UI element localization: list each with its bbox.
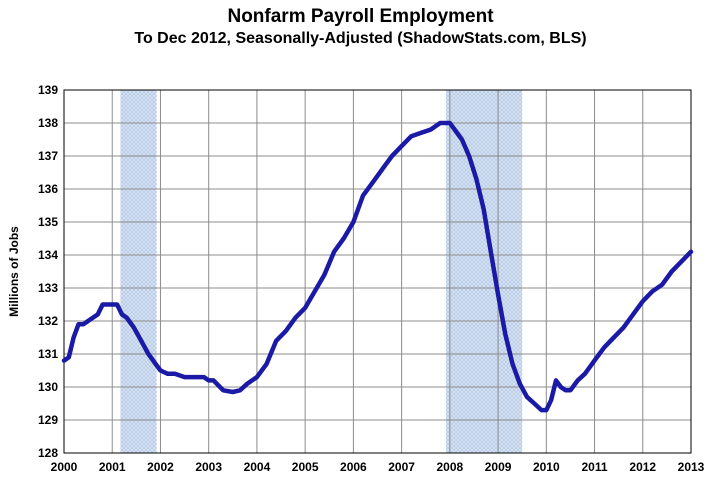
y-tick-label: 129: [38, 413, 58, 427]
x-tick-label: 2004: [244, 460, 271, 474]
y-tick-label: 133: [38, 281, 58, 295]
x-tick-label: 2013: [678, 460, 705, 474]
x-tick-label: 2001: [99, 460, 126, 474]
x-tick-label: 2006: [340, 460, 367, 474]
y-tick-label: 135: [38, 215, 58, 229]
y-tick-label: 134: [38, 248, 58, 262]
y-axis-label: Millions of Jobs: [7, 226, 21, 317]
x-tick-label: 2007: [388, 460, 415, 474]
y-tick-label: 136: [38, 182, 58, 196]
x-tick-label: 2010: [533, 460, 560, 474]
y-tick-label: 139: [38, 83, 58, 97]
x-tick-label: 2012: [629, 460, 656, 474]
x-tick-label: 2008: [436, 460, 463, 474]
y-tick-label: 128: [38, 446, 58, 460]
recession-band-1: [120, 90, 157, 453]
y-tick-label: 131: [38, 347, 58, 361]
recession-band-2: [445, 90, 523, 453]
chart-title: Nonfarm Payroll Employment: [227, 6, 494, 27]
y-tick-label: 138: [38, 116, 58, 130]
recession-shading: [120, 90, 523, 453]
y-axis: 128 129 130 131 132 133 134 135 136 137 138 139: [38, 83, 58, 460]
grid-lines: [63, 89, 692, 454]
plot-border: [63, 89, 692, 454]
y-tick-label: 132: [38, 314, 58, 328]
x-tick-label: 2003: [195, 460, 222, 474]
x-tick-label: 2000: [51, 460, 78, 474]
x-tick-label: 2009: [485, 460, 512, 474]
chart-subtitle: To Dec 2012, Seasonally-Adjusted (Shadow…: [134, 30, 587, 47]
y-tick-label: 137: [38, 149, 58, 163]
y-tick-label: 130: [38, 380, 58, 394]
series-line: [61, 120, 694, 413]
x-tick-label: 2002: [147, 460, 174, 474]
x-tick-label: 2011: [582, 460, 608, 474]
x-tick-label: 2005: [292, 460, 319, 474]
x-axis: 2000 2001 2002 2003 2004 2005 2006 2007 2008 2009…: [51, 460, 705, 474]
